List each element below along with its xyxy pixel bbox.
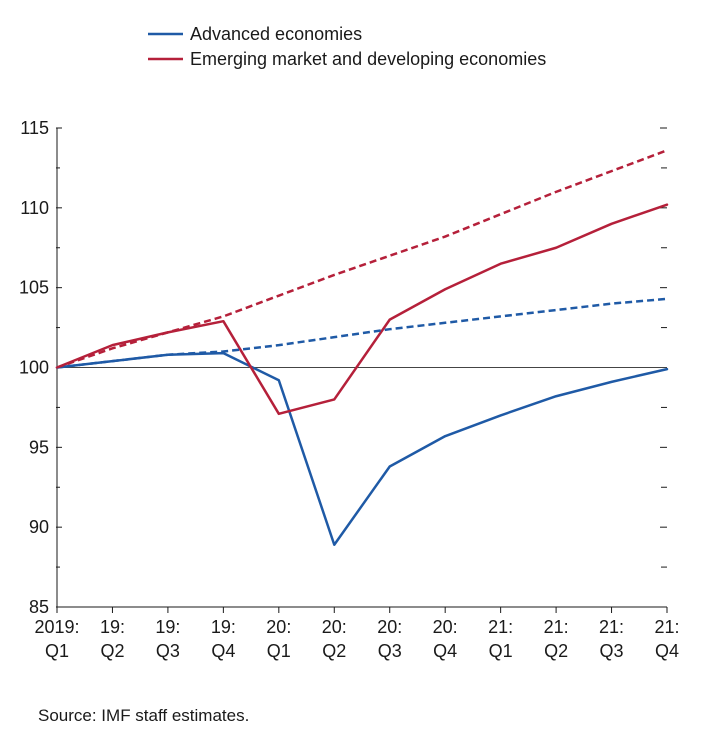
x-tick-label-line: Q4 bbox=[655, 641, 679, 661]
x-tick-label-line: 19: bbox=[100, 617, 125, 637]
y-tick-label: 95 bbox=[29, 437, 49, 457]
y-tick-label: 105 bbox=[19, 278, 49, 298]
emerging-series-line bbox=[55, 203, 669, 416]
x-tick-label-line: Q2 bbox=[322, 641, 346, 661]
x-tick-label-line: 19: bbox=[155, 617, 180, 637]
x-tick-label: 20: Q1 bbox=[266, 617, 291, 661]
x-tick-label: 19: Q2 bbox=[100, 617, 125, 661]
x-tick-label-line: Q2 bbox=[544, 641, 568, 661]
source-note: Source: IMF staff estimates. bbox=[38, 706, 250, 725]
x-tick-label: 21: Q1 bbox=[488, 617, 513, 661]
x-tick-label: 21: Q3 bbox=[599, 617, 624, 661]
x-tick-label-line: 20: bbox=[322, 617, 347, 637]
dashed-advanced-series-line bbox=[56, 297, 668, 369]
legend-label: Advanced economies bbox=[190, 24, 362, 44]
x-tick-label-line: Q3 bbox=[156, 641, 180, 661]
y-tick-label: 110 bbox=[20, 198, 49, 218]
y-tick-label: 115 bbox=[20, 118, 49, 138]
series-group bbox=[55, 149, 669, 546]
x-tick-label-line: Q1 bbox=[489, 641, 513, 661]
x-tick-label-line: 20: bbox=[266, 617, 291, 637]
x-tick-label: 20: Q4 bbox=[433, 617, 458, 661]
x-tick-label: 21: Q2 bbox=[544, 617, 569, 661]
x-tick-label-line: Q1 bbox=[45, 641, 69, 661]
x-tick-label-line: 2019: bbox=[34, 617, 79, 637]
x-tick-label-line: Q3 bbox=[600, 641, 624, 661]
dashed-emerging-series-line bbox=[56, 149, 668, 369]
y-tick-label: 90 bbox=[29, 517, 49, 537]
x-tick-label: 21: Q4 bbox=[654, 617, 679, 661]
advanced-series-line bbox=[55, 351, 669, 546]
x-tick-label-line: Q2 bbox=[100, 641, 124, 661]
x-tick-label-line: Q4 bbox=[211, 641, 235, 661]
x-tick-label-line: 21: bbox=[488, 617, 513, 637]
x-tick-label-line: 20: bbox=[377, 617, 402, 637]
x-tick-label: 2019: Q1 bbox=[34, 617, 79, 661]
x-tick-label-line: 21: bbox=[544, 617, 569, 637]
x-tick-label: 20: Q3 bbox=[377, 617, 402, 661]
x-tick-label: 19: Q3 bbox=[155, 617, 180, 661]
legend-label: Emerging market and developing economies bbox=[190, 49, 546, 69]
y-tick-label: 85 bbox=[29, 597, 49, 617]
y-tick-label: 100 bbox=[19, 358, 49, 378]
x-tick-label-line: Q4 bbox=[433, 641, 457, 661]
x-tick-label-line: Q1 bbox=[267, 641, 291, 661]
x-tick-label-line: 20: bbox=[433, 617, 458, 637]
legend: Advanced economies Emerging market and de… bbox=[148, 24, 546, 69]
x-tick-label-line: 21: bbox=[599, 617, 624, 637]
x-tick-label-line: 21: bbox=[654, 617, 679, 637]
x-tick-label-line: Q3 bbox=[378, 641, 402, 661]
x-tick-label: 20: Q2 bbox=[322, 617, 347, 661]
line-chart: Advanced economies Emerging market and de… bbox=[19, 24, 680, 661]
x-tick-label: 19: Q4 bbox=[211, 617, 236, 661]
x-tick-label-line: 19: bbox=[211, 617, 236, 637]
